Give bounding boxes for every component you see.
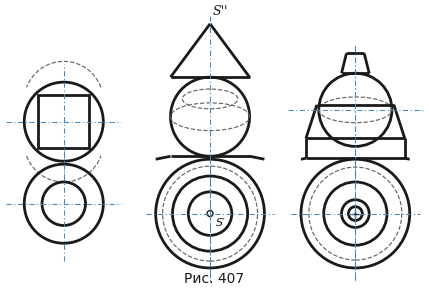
Text: Рис. 407: Рис. 407 [184, 272, 244, 286]
Text: S′: S′ [216, 218, 226, 228]
Text: S'': S'' [213, 5, 228, 18]
Bar [38, 95, 90, 148]
